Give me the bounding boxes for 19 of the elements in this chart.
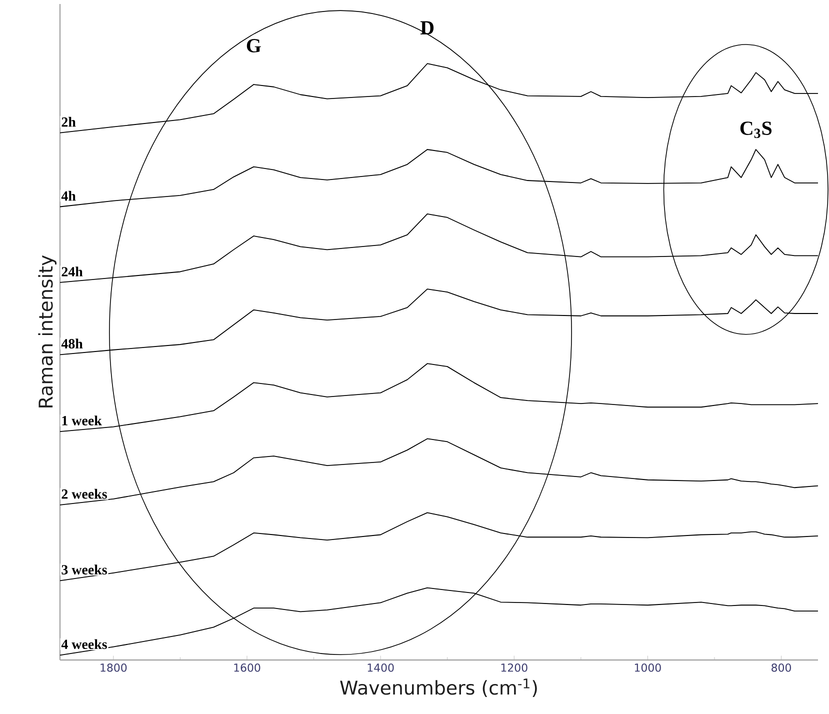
series-label: 4 weeks xyxy=(61,639,107,650)
x-tick-label: 1800 xyxy=(100,664,127,672)
series-label: 4h xyxy=(61,190,76,201)
x-tick-label: 1000 xyxy=(634,664,661,672)
series-label: 1 week xyxy=(62,416,102,426)
text: G xyxy=(246,39,261,52)
x-tick-label: 1600 xyxy=(234,664,260,672)
x-tick-label: 1200 xyxy=(501,664,528,672)
series-label: 48h xyxy=(61,338,83,348)
x-tick-label: 1400 xyxy=(368,664,394,672)
series-label: 2 weeks xyxy=(62,488,107,499)
x-axis-title: Wavenumbers (cm$^{-1}$) xyxy=(340,678,537,698)
text: D xyxy=(420,21,434,34)
y-axis-title: Raman intensity xyxy=(38,255,56,408)
annotation: C$_{3}$S xyxy=(740,122,772,138)
series-label: 24h xyxy=(62,266,83,276)
series-label: 2h xyxy=(62,116,76,127)
x-tick-label: 800 xyxy=(772,664,791,672)
series-label: 3 weeks xyxy=(62,564,107,574)
